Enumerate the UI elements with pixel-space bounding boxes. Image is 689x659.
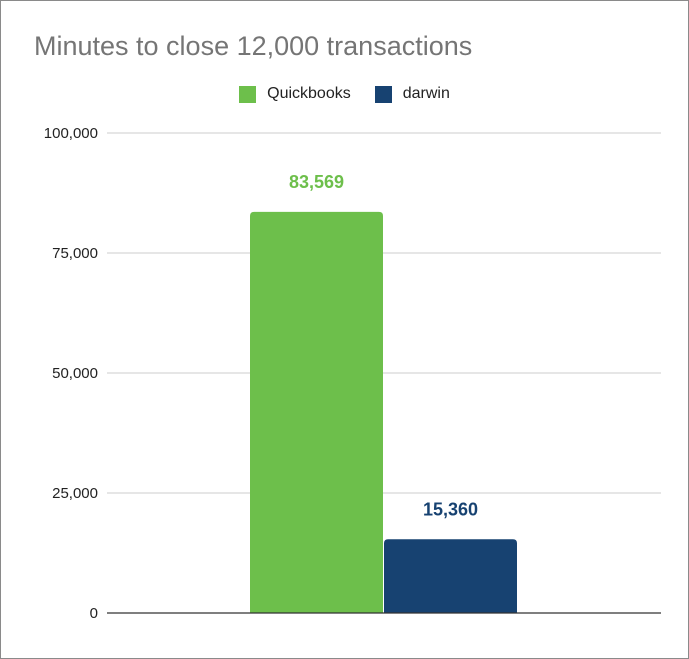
chart-title: Minutes to close 12,000 transactions: [34, 31, 473, 61]
data-label-darwin: 15,360: [423, 499, 478, 519]
y-tick-label: 75,000: [52, 245, 98, 262]
bar-quickbooks: [250, 211, 383, 613]
chart-legend: Quickbooks darwin: [1, 85, 688, 103]
data-label-quickbooks: 83,569: [289, 172, 344, 192]
legend-swatch-darwin: [374, 85, 392, 103]
y-tick-label: 100,000: [44, 125, 98, 142]
legend-label-quickbooks: Quickbooks: [267, 85, 351, 102]
bar-darwin: [384, 539, 517, 613]
y-tick-label: 50,000: [52, 365, 98, 382]
legend-item-darwin: darwin: [374, 85, 450, 103]
legend-label-darwin: darwin: [402, 85, 450, 102]
legend-item-quickbooks: Quickbooks: [239, 85, 351, 103]
y-tick-label: 0: [90, 605, 98, 622]
legend-swatch-quickbooks: [239, 85, 257, 103]
y-tick-label: 25,000: [52, 485, 98, 502]
